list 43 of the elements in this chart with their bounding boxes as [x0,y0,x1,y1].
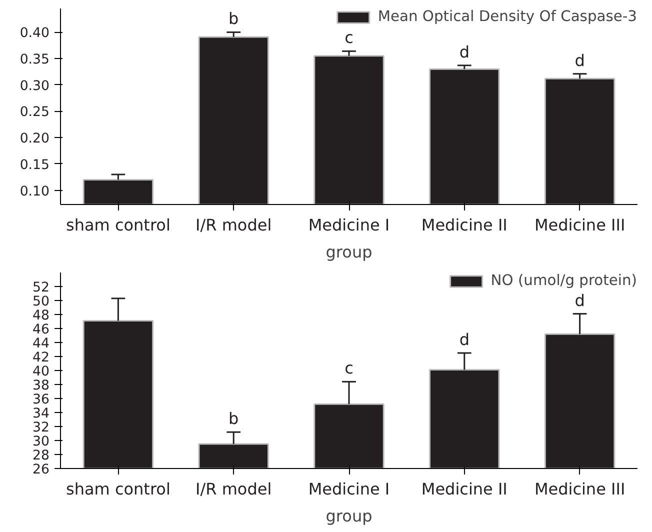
y-tick-label: 32 [32,420,50,436]
y-tick-label: 44 [32,336,50,352]
annotation: b [228,9,239,28]
y-tick-label: 0.40 [20,26,50,42]
x-tick-label: Medicine II [421,480,508,498]
legend-label: NO (umol/g protein) [490,272,637,289]
y-tick-label: 34 [32,406,50,422]
y-tick-label: 48 [32,308,50,324]
x-tick-label: sham control [66,480,170,498]
y-tick-label: 0.35 [20,52,50,68]
y-tick-label: 30 [32,434,50,450]
x-tick-label: Medicine I [308,216,390,234]
annotation: b [228,409,239,428]
x-tick-label: Medicine III [534,216,626,234]
y-tick-label: 52 [32,280,50,296]
x-tick-label: I/R model [196,216,272,234]
annotation: d [574,50,585,70]
y-tick-label: 46 [32,322,50,338]
y-tick-label: 0.10 [20,184,50,200]
x-tick-label: I/R model [196,480,272,498]
legend-label: Mean Optical Density Of Caspase-3 [378,8,637,25]
y-tick-label: 40 [32,364,50,380]
y-tick-label: 38 [32,378,50,394]
x-axis-title: group [326,506,372,526]
x-axis-title: group [326,242,372,262]
y-tick-label: 42 [32,350,50,366]
x-tick-label: Medicine II [421,216,508,234]
x-tick-label: Medicine I [308,480,390,498]
y-tick-label: 0.25 [20,105,50,120]
y-tick-label: 28 [32,448,50,464]
annotation: d [574,290,585,310]
y-tick-label: 50 [32,294,50,310]
y-tick-label: 0.15 [20,158,50,173]
y-tick-label: 26 [32,462,50,478]
y-tick-label: 0.30 [20,78,50,94]
x-tick-label: sham control [66,216,170,234]
y-tick-label: 0.20 [20,132,50,147]
annotation: c [344,28,354,48]
annotation: d [459,330,470,349]
annotation: d [459,42,470,62]
annotation: c [344,358,354,378]
x-tick-label: Medicine III [534,480,626,498]
y-tick-label: 36 [32,392,50,408]
